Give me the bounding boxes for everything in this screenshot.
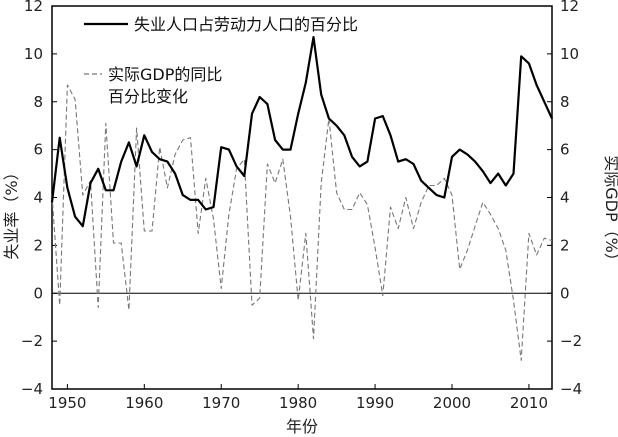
right-tick-label: 12 <box>560 0 579 15</box>
right-tick-label: −4 <box>560 380 582 398</box>
legend-gdp-line: 百分比变化 <box>108 87 188 106</box>
x-tick-label: 1960 <box>125 394 163 412</box>
right-axis-ticks: −4 −2 0 2 4 6 8 10 12 <box>547 0 582 398</box>
left-tick-label: −2 <box>21 332 43 350</box>
legend-label-gdp: 实际GDP的同比百分比变化 <box>108 65 222 106</box>
right-tick-label: 6 <box>560 141 570 159</box>
right-tick-label: 4 <box>560 189 570 207</box>
left-axis-ticks: −4 −2 0 2 4 6 8 10 12 <box>21 0 57 398</box>
left-tick-label: 8 <box>33 93 43 111</box>
right-tick-label: 8 <box>560 93 570 111</box>
x-tick-label: 1970 <box>202 394 240 412</box>
x-tick-label: 2010 <box>510 394 548 412</box>
right-tick-label: −2 <box>560 332 582 350</box>
gdp-growth-series-line <box>51 84 553 361</box>
left-tick-label: −4 <box>21 380 43 398</box>
x-tick-label: 1980 <box>279 394 317 412</box>
x-tick-label: 1950 <box>48 394 86 412</box>
series-layer <box>50 35 553 361</box>
legend-gdp-line: 实际GDP的同比 <box>108 65 222 84</box>
left-tick-label: 4 <box>33 189 43 207</box>
plot-area-border <box>51 5 553 390</box>
x-axis-ticks: 1950 1960 1970 1980 1990 2000 2010 <box>48 384 548 412</box>
right-tick-label: 2 <box>560 236 570 254</box>
right-tick-label: 0 <box>560 284 570 302</box>
plot-frame <box>51 5 553 390</box>
legend: 失业人口占劳动力人口的百分比 实际GDP的同比百分比变化 <box>84 15 358 106</box>
unemployment-series-line <box>50 35 553 228</box>
right-tick-label: 10 <box>560 45 579 63</box>
left-tick-label: 10 <box>24 45 43 63</box>
x-tick-label: 2000 <box>433 394 471 412</box>
left-tick-label: 12 <box>24 0 43 15</box>
left-axis-title: 失业率（%） <box>2 164 21 259</box>
x-tick-label: 1990 <box>356 394 394 412</box>
legend-label-unemployment: 失业人口占劳动力人口的百分比 <box>134 15 358 34</box>
left-tick-label: 6 <box>33 141 43 159</box>
left-tick-label: 2 <box>33 236 43 254</box>
left-tick-label: 0 <box>33 284 43 302</box>
right-axis-title: 实际GDP（%） <box>602 155 618 269</box>
x-axis-title: 年份 <box>286 417 318 436</box>
